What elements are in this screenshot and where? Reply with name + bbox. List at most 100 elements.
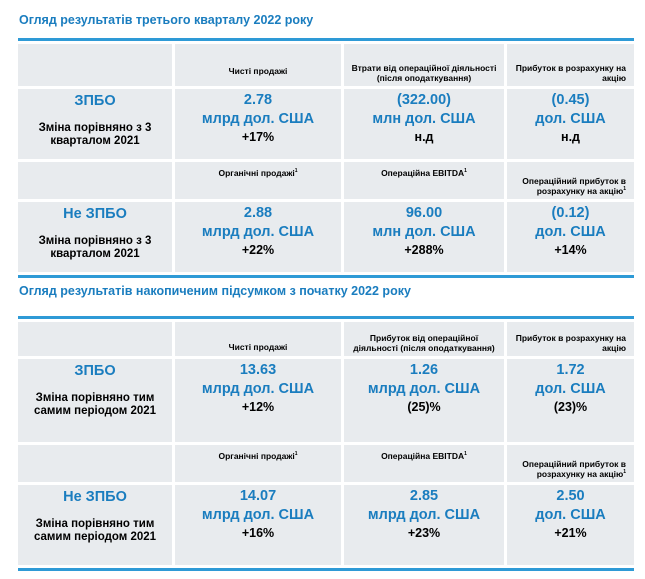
- header-cell: Прибуток в розрахунку на акцію: [507, 44, 634, 86]
- header-cell: Чисті продажі: [175, 322, 341, 356]
- footnote-marker: 1: [294, 168, 298, 175]
- header-eps: Прибуток в розрахунку на акцію: [515, 333, 626, 353]
- q3-non-gaap-header-row: Органічні продажі1 Операційна EBITDA1 Оп…: [18, 162, 634, 199]
- metric-unit: дол. США: [535, 111, 606, 127]
- value-cell: 14.07 млрд дол. США +16%: [175, 485, 341, 565]
- header-spacer: [18, 44, 172, 86]
- metric-change: +12%: [241, 400, 275, 414]
- value-cell: 2.78 млрд дол. США +17%: [175, 89, 341, 159]
- metric-unit: млрд дол. США: [201, 111, 315, 127]
- ytd-bottom-rule: [18, 568, 634, 571]
- metric-change: +17%: [241, 130, 275, 144]
- metric-value: 13.63: [239, 362, 277, 378]
- metric-unit: млрд дол. США: [367, 381, 481, 397]
- metric-value: 96.00: [405, 205, 443, 221]
- metric-value: 2.88: [243, 205, 273, 221]
- metric-unit: млн дол. США: [372, 224, 476, 240]
- value-cell: 1.26 млрд дол. США (25)%: [344, 359, 504, 442]
- value-cell: 2.50 дол. США +21%: [507, 485, 634, 565]
- metric-value: (322.00): [396, 92, 451, 108]
- header-net-sales: Чисті продажі: [228, 66, 288, 76]
- header-cell: Операційний прибуток в розрахунку на акц…: [507, 445, 634, 482]
- row-label-cell: ЗПБО Зміна порівняно з 3 кварталом 2021: [18, 89, 172, 159]
- row-label-cell: Не ЗПБО Зміна порівняно з 3 кварталом 20…: [18, 202, 172, 272]
- header-operating-profit: Прибуток від операційної діяльності (піс…: [353, 333, 495, 353]
- value-cell: (322.00) млн дол. США н.д: [344, 89, 504, 159]
- metric-value: 2.50: [556, 488, 585, 504]
- header-ebitda: Операційна EBITDA1: [344, 168, 504, 178]
- header-net-sales: Чисті продажі: [228, 342, 288, 352]
- metric-change: +23%: [407, 526, 441, 540]
- metric-value: 2.85: [409, 488, 439, 504]
- change-label: Зміна порівняно тим самим періодом 2021: [33, 392, 157, 417]
- metric-change: н.д: [414, 130, 434, 144]
- value-cell: (0.45) дол. США н.д: [507, 89, 634, 159]
- footnote-marker: 1: [623, 186, 626, 193]
- metric-unit: млн дол. США: [372, 111, 476, 127]
- header-cell: Операційний прибуток в розрахунку на акц…: [507, 162, 634, 199]
- header-cell: Органічні продажі1: [175, 162, 341, 199]
- metric-value: (0.12): [551, 205, 590, 221]
- header-eps: Прибуток в розрахунку на акцію: [515, 63, 626, 83]
- header-text: Операційний прибуток в розрахунку на акц…: [522, 459, 626, 479]
- change-label: Зміна порівняно тим самим періодом 2021: [33, 518, 157, 543]
- change-label: Зміна порівняно з 3 кварталом 2021: [38, 122, 152, 147]
- q3-table: Чисті продажі Втрати від операційної дія…: [18, 41, 634, 278]
- header-text: Операційний прибуток в розрахунку на акц…: [522, 176, 626, 196]
- value-cell: 13.63 млрд дол. США +12%: [175, 359, 341, 442]
- metric-change: н.д: [561, 130, 580, 144]
- header-text: Операційна EBITDA: [381, 168, 465, 178]
- header-operating-eps: Операційний прибуток в розрахунку на акц…: [507, 176, 634, 196]
- gaap-label: ЗПБО: [74, 93, 116, 109]
- metric-value: (0.45): [551, 92, 590, 108]
- metric-unit: млрд дол. США: [201, 381, 315, 397]
- metric-unit: млрд дол. США: [201, 507, 315, 523]
- value-cell: 2.85 млрд дол. США +23%: [344, 485, 504, 565]
- footnote-marker: 1: [294, 451, 298, 458]
- ytd-table: Чисті продажі Прибуток від операційної д…: [18, 319, 634, 571]
- non-gaap-label: Не ЗПБО: [63, 489, 127, 505]
- change-label: Зміна порівняно з 3 кварталом 2021: [38, 235, 152, 260]
- ytd-gaap-row: ЗПБО Зміна порівняно тим самим періодом …: [18, 359, 634, 442]
- header-organic-sales: Органічні продажі1: [175, 451, 341, 461]
- metric-value: 2.78: [243, 92, 273, 108]
- header-spacer: [18, 322, 172, 356]
- q3-gaap-row: ЗПБО Зміна порівняно з 3 кварталом 2021 …: [18, 89, 634, 159]
- row-label-cell: Не ЗПБО Зміна порівняно тим самим період…: [18, 485, 172, 565]
- metric-unit: млрд дол. США: [367, 507, 481, 523]
- header-cell: Чисті продажі: [175, 44, 341, 86]
- header-organic-sales: Органічні продажі1: [175, 168, 341, 178]
- header-cell: Операційна EBITDA1: [344, 162, 504, 199]
- q3-non-gaap-row: Не ЗПБО Зміна порівняно з 3 кварталом 20…: [18, 202, 634, 272]
- gaap-label: ЗПБО: [74, 363, 116, 379]
- header-operating-loss: Втрати від операційної діяльності (після…: [351, 63, 497, 83]
- header-operating-eps: Операційний прибуток в розрахунку на акц…: [507, 459, 634, 479]
- ytd-section-title: Огляд результатів накопиченим підсумком …: [19, 284, 411, 298]
- q3-top-rule: [18, 38, 634, 41]
- metric-change: +14%: [554, 243, 587, 257]
- value-cell: (0.12) дол. США +14%: [507, 202, 634, 272]
- footnote-marker: 1: [464, 451, 467, 458]
- footnote-marker: 1: [623, 469, 626, 476]
- header-spacer: [18, 445, 172, 482]
- metric-value: 1.26: [409, 362, 439, 378]
- metric-change: +21%: [554, 526, 587, 540]
- value-cell: 1.72 дол. США (23)%: [507, 359, 634, 442]
- q3-bottom-rule: [18, 275, 634, 278]
- metric-unit: дол. США: [535, 224, 606, 240]
- metric-value: 1.72: [556, 362, 585, 378]
- header-text: Органічні продажі: [218, 451, 295, 461]
- metric-change: +22%: [241, 243, 275, 257]
- value-cell: 2.88 млрд дол. США +22%: [175, 202, 341, 272]
- header-cell: Органічні продажі1: [175, 445, 341, 482]
- ytd-non-gaap-row: Не ЗПБО Зміна порівняно тим самим період…: [18, 485, 634, 565]
- q3-gaap-header-row: Чисті продажі Втрати від операційної дія…: [18, 44, 634, 86]
- ytd-gaap-header-row: Чисті продажі Прибуток від операційної д…: [18, 322, 634, 356]
- metric-unit: дол. США: [535, 381, 606, 397]
- metric-unit: дол. США: [535, 507, 606, 523]
- metric-change: +16%: [241, 526, 275, 540]
- header-spacer: [18, 162, 172, 199]
- metric-change: (25)%: [407, 400, 441, 414]
- header-ebitda: Операційна EBITDA1: [344, 451, 504, 461]
- metric-change: +288%: [404, 243, 444, 257]
